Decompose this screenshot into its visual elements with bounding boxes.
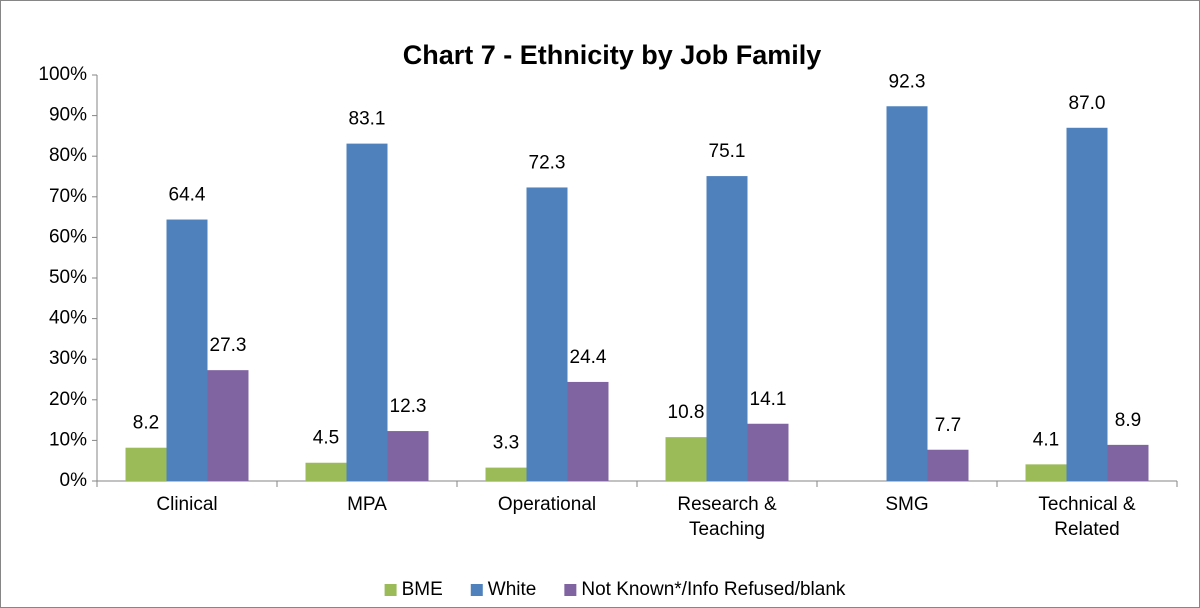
- y-tick-label: 80%: [49, 145, 87, 166]
- bar: [207, 370, 249, 481]
- y-tick-label: 50%: [49, 267, 87, 288]
- bar: [1107, 444, 1149, 481]
- data-label: 7.7: [935, 415, 961, 436]
- bar: [125, 447, 167, 481]
- legend: BME White Not Known*/Info Refused/blank: [384, 579, 846, 600]
- bar: [567, 381, 609, 481]
- legend-label: BME: [402, 579, 443, 600]
- bar: [706, 176, 748, 481]
- data-label: 14.1: [750, 389, 787, 410]
- data-label: 3.3: [493, 433, 519, 454]
- data-label: 24.4: [570, 347, 607, 368]
- data-label: 87.0: [1069, 93, 1106, 114]
- data-label: 83.1: [349, 109, 386, 130]
- bar: [485, 467, 527, 481]
- data-label: 8.2: [133, 413, 159, 434]
- legend-swatch: [470, 584, 483, 596]
- data-label: 10.8: [668, 402, 705, 423]
- data-label: 75.1: [709, 141, 746, 162]
- x-tick-label: MPA: [347, 494, 387, 515]
- data-label: 92.3: [889, 71, 926, 92]
- legend-label: White: [488, 579, 537, 600]
- bar: [346, 143, 388, 481]
- bar: [166, 219, 208, 481]
- y-tick-label: 20%: [49, 389, 87, 410]
- bar: [305, 462, 347, 481]
- legend-swatch: [564, 584, 577, 596]
- data-label: 4.5: [313, 428, 339, 449]
- bar: [747, 423, 789, 481]
- data-label: 4.1: [1033, 429, 1059, 450]
- legend-swatch: [384, 584, 397, 596]
- data-label: 8.9: [1115, 410, 1141, 431]
- x-tick-label: Technical & Related: [1038, 494, 1135, 540]
- y-tick-label: 100%: [38, 64, 87, 85]
- bar: [526, 187, 568, 481]
- chart-title: Chart 7 - Ethnicity by Job Family: [403, 40, 822, 70]
- bar: [387, 431, 429, 481]
- x-tick-label: Research & Teaching: [677, 494, 777, 540]
- y-tick-label: 10%: [49, 429, 87, 450]
- bar: [927, 449, 969, 481]
- bar: [1066, 127, 1108, 481]
- x-tick-label: SMG: [885, 494, 928, 515]
- y-tick-label: 40%: [49, 308, 87, 329]
- data-label: 64.4: [169, 185, 206, 206]
- y-tick-label: 70%: [49, 186, 87, 207]
- bar: [886, 106, 928, 482]
- data-label: 12.3: [390, 396, 427, 417]
- data-label: 27.3: [210, 335, 247, 356]
- bar: [665, 437, 707, 481]
- y-tick-label: 60%: [49, 226, 87, 247]
- y-tick-label: 30%: [49, 348, 87, 369]
- data-label: 72.3: [529, 152, 566, 173]
- x-tick-label: Operational: [498, 494, 596, 515]
- y-tick-label: 0%: [60, 470, 88, 491]
- bar: [1025, 464, 1067, 481]
- y-tick-label: 90%: [49, 105, 87, 126]
- x-tick-label: Clinical: [156, 494, 217, 515]
- legend-label: Not Known*/Info Refused/blank: [581, 579, 846, 600]
